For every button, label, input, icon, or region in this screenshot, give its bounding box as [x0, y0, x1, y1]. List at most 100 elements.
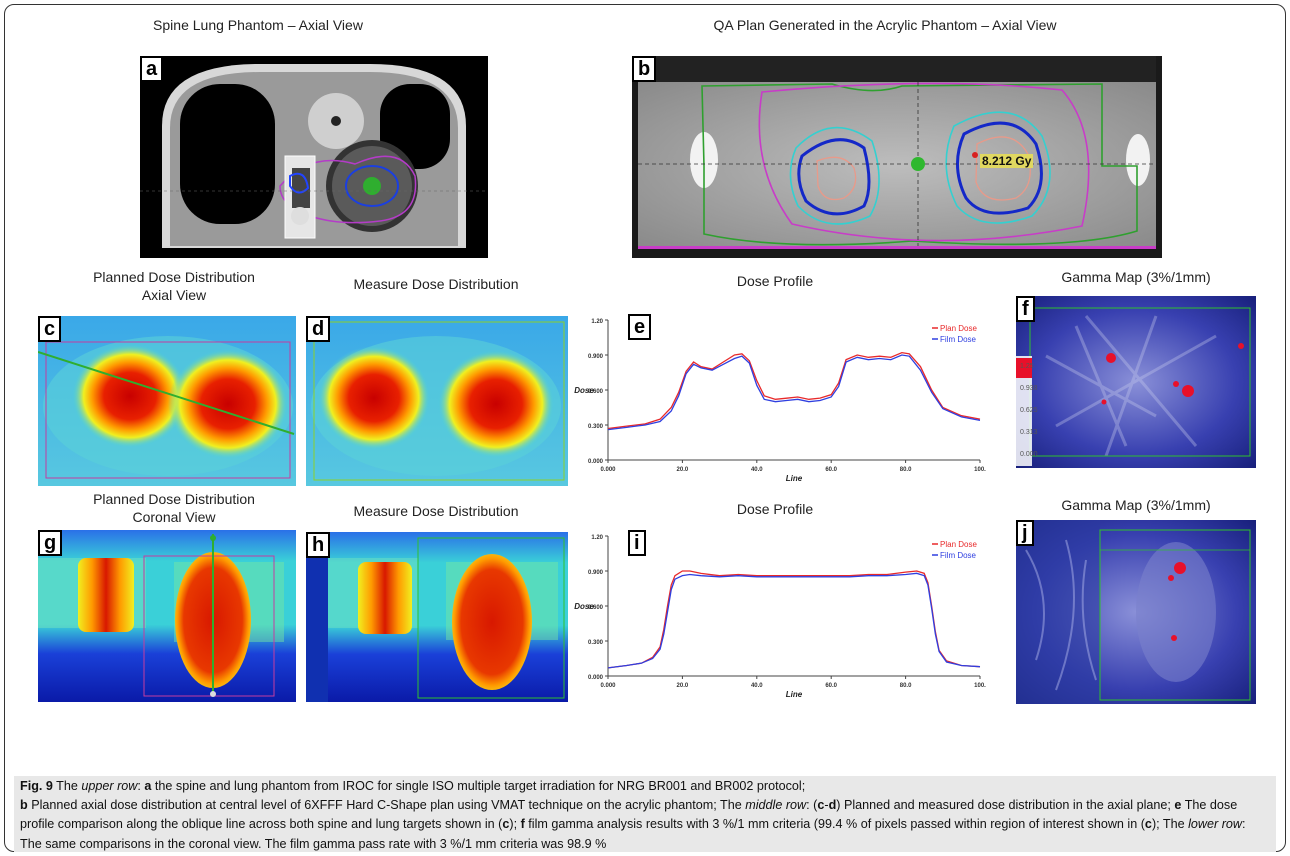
- caption-text: ) Planned and measured dose distribution…: [836, 798, 1175, 813]
- y-tick-label: 0.900: [588, 354, 604, 360]
- x-tick-label: 20.0: [677, 467, 689, 473]
- panel-j-gamma-coronal: j: [1016, 520, 1256, 704]
- panel-label-c: c: [38, 316, 62, 342]
- title-j: Gamma Map (3%/1mm): [1061, 497, 1211, 513]
- panel-label-g: g: [38, 530, 63, 556]
- title-i: Dose Profile: [736, 501, 814, 517]
- panel-d-measured-axial: d: [306, 316, 568, 486]
- legend-entry: Plan Dose: [940, 324, 977, 333]
- caption-text: ); The: [1151, 817, 1189, 832]
- title-c-line1: Planned Dose Distribution: [93, 269, 255, 285]
- planned-coronal-dose-image: [38, 530, 296, 702]
- qa-plan-image: [638, 56, 1156, 249]
- caption-ref-b: b: [20, 798, 28, 813]
- dose-profile-chart-coronal: 0.000 0.300 0.600 0.900 1.20 0.000 20.0 40.0 60.…: [574, 535, 986, 699]
- panel-label-a: a: [140, 56, 164, 82]
- y-tick-label: 0.600: [588, 389, 604, 395]
- panel-h-measured-coronal: h: [306, 532, 568, 702]
- measured-coronal-dose-image: [306, 532, 568, 702]
- x-tick-label: 80.0: [900, 467, 912, 473]
- title-d: Measure Dose Distribution: [353, 276, 519, 292]
- caption-text: -: [824, 798, 829, 813]
- gamma-scale-5: 0.000: [1020, 451, 1038, 458]
- legend-entry: Plan Dose: [940, 540, 977, 549]
- caption-ref-c: c: [1144, 817, 1152, 832]
- caption-text: : (: [806, 798, 818, 813]
- caption-row: row: [1221, 817, 1243, 832]
- planned-axial-dose-image: [38, 316, 296, 486]
- title-h: Measure Dose Distribution: [353, 503, 519, 519]
- series-line-film-dose: [607, 354, 981, 431]
- caption-text: The: [52, 779, 82, 793]
- y-tick-label: 0.600: [588, 605, 604, 611]
- caption-ref-d: d: [828, 798, 837, 813]
- x-tick-label: 20.0: [677, 683, 689, 689]
- figure-caption: Fig. 9 The upper row: a the spine and lu…: [14, 776, 1276, 852]
- gamma-map-coronal-image: [1016, 520, 1256, 704]
- y-tick-label: 0.300: [588, 640, 604, 646]
- gamma-scale-3: 0.625: [1020, 407, 1038, 414]
- gamma-map-axial-image: [1016, 296, 1256, 468]
- caption-text: film gamma analysis results with 3 %/1 m…: [524, 817, 1145, 832]
- gamma-scale: 1.25 0.938 0.625 0.313 0.000: [1020, 356, 1038, 466]
- panel-label-e: e: [628, 314, 652, 340]
- panel-a-ct-image: a: [140, 56, 488, 258]
- panel-label-i: i: [628, 530, 646, 556]
- caption-text: );: [509, 817, 521, 832]
- series-line-plan-dose: [607, 570, 981, 669]
- panel-label-b: b: [632, 56, 657, 82]
- y-tick-label: 1.20: [591, 319, 603, 325]
- title-e: Dose Profile: [736, 273, 814, 289]
- dose-value-annotation: 8.212 Gy: [980, 154, 1034, 168]
- caption-text: : The same comparisons in the coronal vi…: [20, 817, 1246, 851]
- caption-text: Planned axial dose distribution at centr…: [27, 798, 746, 813]
- caption-upper-row: upper row: [81, 779, 138, 793]
- caption-text: the spine and lung phantom from IROC for…: [151, 779, 806, 793]
- caption-text: :: [137, 779, 145, 793]
- x-axis-label: Line: [786, 474, 803, 483]
- y-tick-label: 0.000: [588, 675, 604, 681]
- title-a: Spine Lung Phantom – Axial View: [153, 17, 363, 33]
- panel-c-planned-axial: c: [38, 316, 296, 486]
- ct-phantom-image: [140, 64, 488, 248]
- caption-lower: lower: [1188, 817, 1219, 832]
- title-g-line2: Coronal View: [132, 509, 216, 525]
- panel-label-h: h: [306, 532, 331, 558]
- title-f: Gamma Map (3%/1mm): [1061, 269, 1211, 285]
- y-tick-label: 0.000: [588, 459, 604, 465]
- legend-entry: Film Dose: [940, 551, 977, 560]
- title-c-line2: Axial View: [141, 287, 207, 303]
- x-tick-label: 60.0: [825, 683, 837, 689]
- y-axis-label: Dose: [574, 386, 594, 395]
- y-tick-label: 0.300: [588, 424, 604, 430]
- dose-profile-chart-axial: 0.000 0.300 0.600 0.900 1.20 0.000 20.0 40.0 60.…: [574, 319, 986, 483]
- panel-b-qa-plan-image: 8.212 Gy b: [632, 56, 1162, 258]
- y-axis-label: Dose: [574, 602, 594, 611]
- gamma-scale-1: 1.25: [1020, 363, 1034, 370]
- legend-entry: Film Dose: [940, 335, 977, 344]
- series-line-plan-dose: [607, 351, 981, 430]
- title-b: QA Plan Generated in the Acrylic Phantom…: [713, 17, 1057, 33]
- panel-f-gamma-axial: 1.25 0.938 0.625 0.313 0.000 f: [1016, 296, 1256, 468]
- panel-i-dose-profile: 0.000 0.300 0.600 0.900 1.20 0.000 20.0 40.0 60.…: [568, 528, 1004, 700]
- panel-e-dose-profile: 0.000 0.300 0.600 0.900 1.20 0.000 20.0 40.0 60.…: [568, 312, 1004, 484]
- title-c: Planned Dose Distribution Axial View: [50, 268, 298, 304]
- panel-label-d: d: [306, 316, 331, 342]
- y-tick-label: 1.20: [591, 535, 603, 541]
- caption-ref-c: c: [817, 798, 825, 813]
- x-tick-label: 80.0: [900, 683, 912, 689]
- x-tick-label: 40.0: [751, 683, 763, 689]
- panel-label-j: j: [1016, 520, 1034, 546]
- caption-text: The dose profile comparison along the ob…: [20, 798, 1238, 832]
- caption-ref-f: f: [520, 817, 525, 832]
- title-g: Planned Dose Distribution Coronal View: [50, 490, 298, 526]
- measured-axial-dose-image: [306, 316, 568, 486]
- caption-ref-e: e: [1174, 798, 1182, 813]
- x-tick-label: 100.: [974, 467, 986, 473]
- x-tick-label: 0.000: [600, 683, 616, 689]
- panel-label-f: f: [1016, 296, 1035, 322]
- caption-ref-c: c: [502, 817, 510, 832]
- title-g-line1: Planned Dose Distribution: [93, 491, 255, 507]
- x-tick-label: 40.0: [751, 467, 763, 473]
- panel-g-planned-coronal: g: [38, 530, 296, 702]
